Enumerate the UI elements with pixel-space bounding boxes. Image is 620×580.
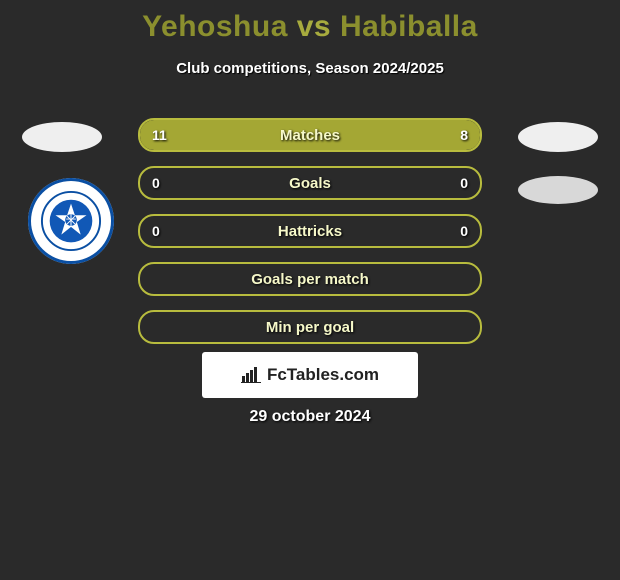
comparison-card: Yehoshua vs Habiballa Club competitions,… [0,0,620,580]
as-of-date: 29 october 2024 [0,408,620,426]
stat-label: Matches [140,120,480,150]
stat-bar-goals-per-match: Goals per match [138,262,482,296]
player1-club-badge [28,178,114,264]
stat-value-right: 0 [460,216,468,246]
stat-value-right: 8 [460,120,468,150]
branding-text: FcTables.com [267,365,379,385]
player1-name: Yehoshua [142,10,288,43]
stat-label: Goals per match [140,264,480,294]
bar-chart-icon [241,367,261,383]
player2-avatar-placeholder [518,122,598,152]
subtitle: Club competitions, Season 2024/2025 [0,60,620,77]
club-crest-icon [40,190,102,252]
stat-bar-hattricks: 0 Hattricks 0 [138,214,482,248]
stat-label: Hattricks [140,216,480,246]
stat-bar-goals: 0 Goals 0 [138,166,482,200]
stat-label: Min per goal [140,312,480,342]
page-title: Yehoshua vs Habiballa [0,0,620,44]
stat-bars: 11 Matches 8 0 Goals 0 0 Hattricks 0 Goa… [138,118,482,358]
player2-club-placeholder [518,176,598,204]
stat-label: Goals [140,168,480,198]
branding-badge[interactable]: FcTables.com [202,352,418,398]
stat-bar-matches: 11 Matches 8 [138,118,482,152]
vs-label: vs [297,10,331,43]
stat-bar-min-per-goal: Min per goal [138,310,482,344]
player1-avatar-placeholder [22,122,102,152]
player2-name: Habiballa [340,10,478,43]
stat-value-right: 0 [460,168,468,198]
